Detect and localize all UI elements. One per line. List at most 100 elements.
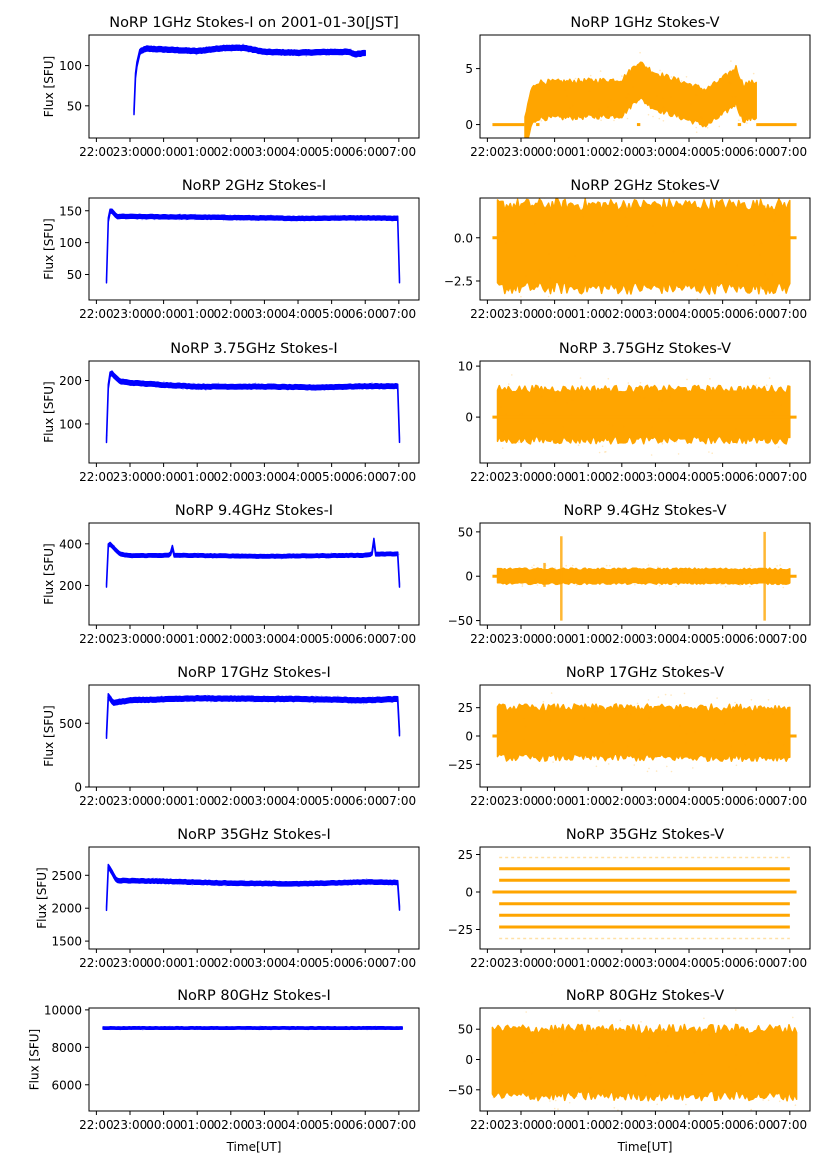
data-point	[310, 1027, 312, 1029]
x-tick-label: 01:00	[180, 470, 215, 484]
data-point	[378, 883, 381, 885]
x-tick-label: 07:00	[382, 956, 417, 970]
x-tick-label: 00:00	[537, 470, 572, 484]
data-point	[292, 215, 295, 217]
data-point	[764, 205, 767, 207]
data-point	[315, 553, 317, 556]
data-point	[305, 55, 308, 57]
x-tick-label: 05:00	[314, 307, 349, 321]
data-point	[210, 554, 213, 556]
data-point	[221, 1028, 223, 1030]
data-point	[750, 1036, 752, 1038]
data-point	[119, 880, 122, 883]
y-tick-label: 0	[465, 411, 473, 425]
data-point	[731, 69, 733, 72]
data-point	[767, 302, 769, 304]
data-point	[598, 451, 601, 454]
data-point	[765, 384, 768, 387]
data-point	[113, 545, 115, 547]
data-point	[649, 711, 652, 713]
data-point	[586, 581, 588, 583]
data-point	[753, 568, 755, 570]
y-tick-label: 1500	[51, 935, 82, 949]
data-point	[652, 225, 655, 227]
data-point	[365, 878, 368, 880]
data-point	[782, 744, 785, 746]
y-tick-label: 8000	[51, 1041, 82, 1055]
subplot-94ghz-i: 22:00 23:00 00:00 01:00 02:00 03:00 04:00 05:00…	[42, 503, 420, 646]
data-point	[184, 698, 186, 700]
data-point	[159, 46, 162, 48]
data-point	[589, 74, 592, 77]
data-point	[115, 214, 117, 217]
data-point	[132, 552, 134, 555]
axes-frame	[479, 360, 811, 464]
data-point	[552, 1041, 554, 1043]
x-tick-label: 00:00	[146, 470, 181, 484]
data-point	[352, 556, 355, 558]
data-point	[670, 770, 673, 773]
data-point	[341, 216, 344, 219]
data-point	[369, 383, 371, 385]
data-point	[307, 554, 309, 557]
data-point	[258, 1025, 261, 1028]
x-tick-label: 04:00	[281, 956, 316, 970]
data-point	[637, 259, 639, 261]
data-point	[142, 50, 145, 53]
data-point	[255, 883, 258, 885]
x-tick-label: 03:00	[638, 307, 673, 321]
data-point	[195, 51, 198, 54]
data-point	[305, 1027, 308, 1030]
data-point	[215, 884, 217, 886]
data-point	[604, 451, 606, 453]
y-tick-label: 50	[458, 1023, 473, 1037]
data-point	[280, 51, 283, 53]
x-tick-label: 05:00	[705, 956, 740, 970]
subplot-35ghz-i: 22:00 23:00 00:00 01:00 02:00 03:00 04:00 05:00…	[35, 827, 420, 970]
x-tick-label: 00:00	[146, 794, 181, 808]
data-point	[347, 881, 350, 884]
data-point	[696, 1028, 698, 1031]
data-point	[641, 577, 643, 580]
data-point	[368, 218, 371, 221]
data-point	[299, 1028, 302, 1030]
data-point	[601, 229, 604, 232]
data-point	[225, 885, 227, 887]
data-point	[584, 703, 586, 705]
x-tick-label: 03:00	[247, 145, 282, 159]
x-tick-label: 22:00	[79, 1118, 114, 1132]
data-point	[255, 557, 257, 560]
x-tick-label: 00:00	[146, 307, 181, 321]
data-point	[180, 879, 183, 881]
data-point	[525, 1011, 527, 1013]
data-point	[750, 564, 752, 567]
data-point	[362, 879, 364, 881]
plot-area	[105, 537, 401, 588]
data-point	[222, 385, 224, 388]
data-point	[380, 880, 382, 883]
x-tick-label: 06:00	[348, 145, 383, 159]
x-tick-label: 04:00	[281, 1118, 316, 1132]
data-point	[190, 1026, 192, 1028]
data-point	[505, 242, 507, 244]
data-point	[648, 767, 650, 770]
subplot-title: NoRP 80GHz Stokes-V	[566, 988, 724, 1004]
data-point	[136, 215, 138, 218]
data-point	[300, 555, 303, 558]
data-point	[191, 696, 193, 698]
data-point	[658, 409, 661, 412]
data-point	[165, 218, 167, 220]
data-point	[169, 1025, 171, 1028]
data-point	[755, 384, 757, 387]
data-point	[313, 386, 316, 389]
data-point	[267, 701, 270, 703]
data-point	[677, 453, 680, 455]
x-tick-label: 04:00	[281, 145, 316, 159]
data-point	[152, 699, 154, 702]
x-tick-label: 07:00	[773, 145, 808, 159]
data-point	[296, 698, 298, 701]
data-point	[274, 701, 276, 704]
y-tick-label: 10000	[44, 1003, 82, 1017]
data-point	[558, 1036, 560, 1038]
data-point	[309, 1027, 312, 1030]
